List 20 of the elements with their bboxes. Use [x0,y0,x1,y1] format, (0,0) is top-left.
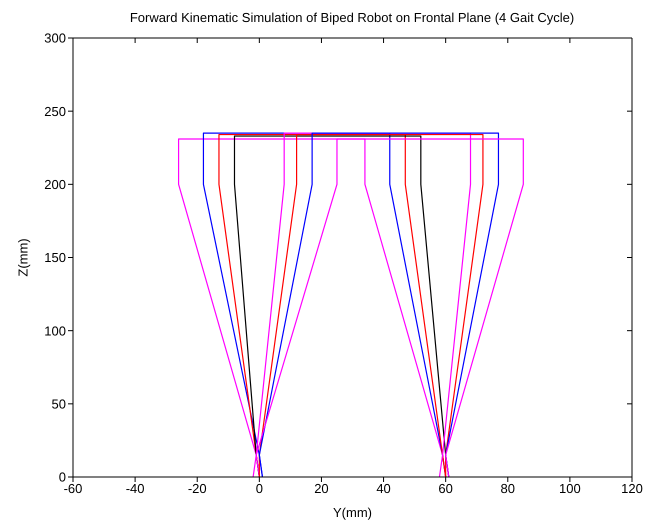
x-tick-label: -40 [126,481,145,496]
x-tick-label: 120 [621,481,643,496]
y-axis-title: Z(mm) [16,238,31,277]
y-tick-label: 250 [44,104,66,119]
x-tick-label: 20 [314,481,329,496]
x-tick-label: -60 [64,481,82,496]
x-tick-label: 80 [500,481,516,496]
y-tick-label: 200 [44,176,66,192]
y-tick-label: 300 [44,30,66,46]
x-tick-label: 100 [559,481,581,496]
x-tick-label: 60 [438,481,453,496]
y-tick-label: 150 [44,250,66,266]
y-tick-label: 0 [58,470,66,485]
chart-title: Forward Kinematic Simulation of Biped Robot on Frontal Plane (4 Gait Cycle) [128,9,576,27]
y-tick-label: 50 [52,396,66,412]
x-tick-label: 0 [256,481,263,496]
y-tick-label: 100 [44,323,66,338]
x-tick-label: 40 [376,481,391,496]
x-tick-label: -20 [188,481,207,496]
x-axis-title: Y(mm) [333,505,372,520]
